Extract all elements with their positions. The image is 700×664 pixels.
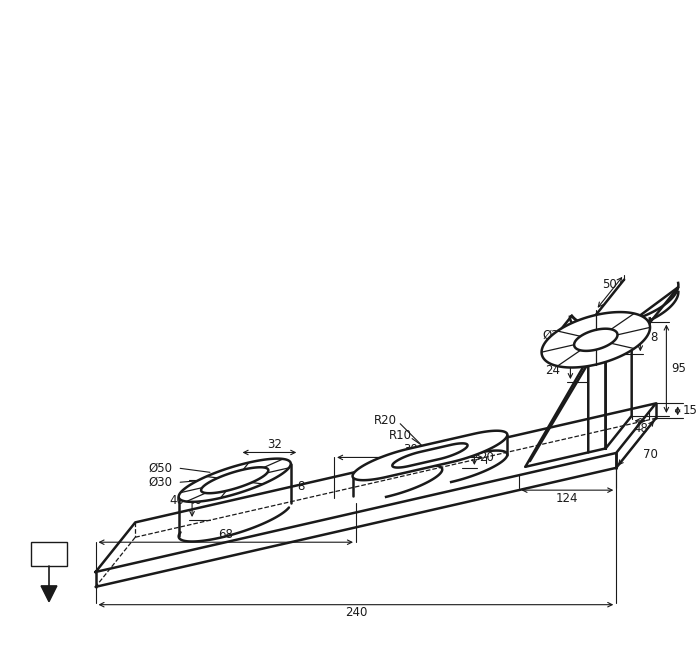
Text: 124: 124 xyxy=(556,491,579,505)
Text: 30: 30 xyxy=(402,443,417,456)
Text: B: B xyxy=(44,547,54,561)
Text: 95: 95 xyxy=(671,363,686,375)
Bar xyxy=(31,542,66,566)
Text: 8: 8 xyxy=(298,480,305,493)
Text: 50: 50 xyxy=(603,278,617,291)
Text: Ø30: Ø30 xyxy=(148,475,172,489)
Text: 15: 15 xyxy=(682,404,697,418)
Polygon shape xyxy=(353,431,508,480)
Polygon shape xyxy=(41,586,57,602)
Text: Ø20: Ø20 xyxy=(542,328,566,341)
Text: 32: 32 xyxy=(267,438,282,451)
Text: 68: 68 xyxy=(218,528,233,540)
Text: 40: 40 xyxy=(187,493,202,507)
Text: R20: R20 xyxy=(374,414,397,427)
Text: 48: 48 xyxy=(633,422,648,435)
Polygon shape xyxy=(201,467,268,493)
Polygon shape xyxy=(574,329,617,351)
Text: 8: 8 xyxy=(650,331,657,345)
Text: Ø50: Ø50 xyxy=(148,462,172,475)
Polygon shape xyxy=(178,459,290,502)
Text: 70: 70 xyxy=(643,448,658,461)
Text: 240: 240 xyxy=(344,606,367,619)
Text: 40: 40 xyxy=(169,493,184,507)
Polygon shape xyxy=(542,312,650,367)
Text: R10: R10 xyxy=(389,429,412,442)
Text: 20: 20 xyxy=(480,452,494,464)
Text: R18: R18 xyxy=(609,315,632,329)
Text: 24: 24 xyxy=(545,364,561,376)
Polygon shape xyxy=(392,444,468,467)
